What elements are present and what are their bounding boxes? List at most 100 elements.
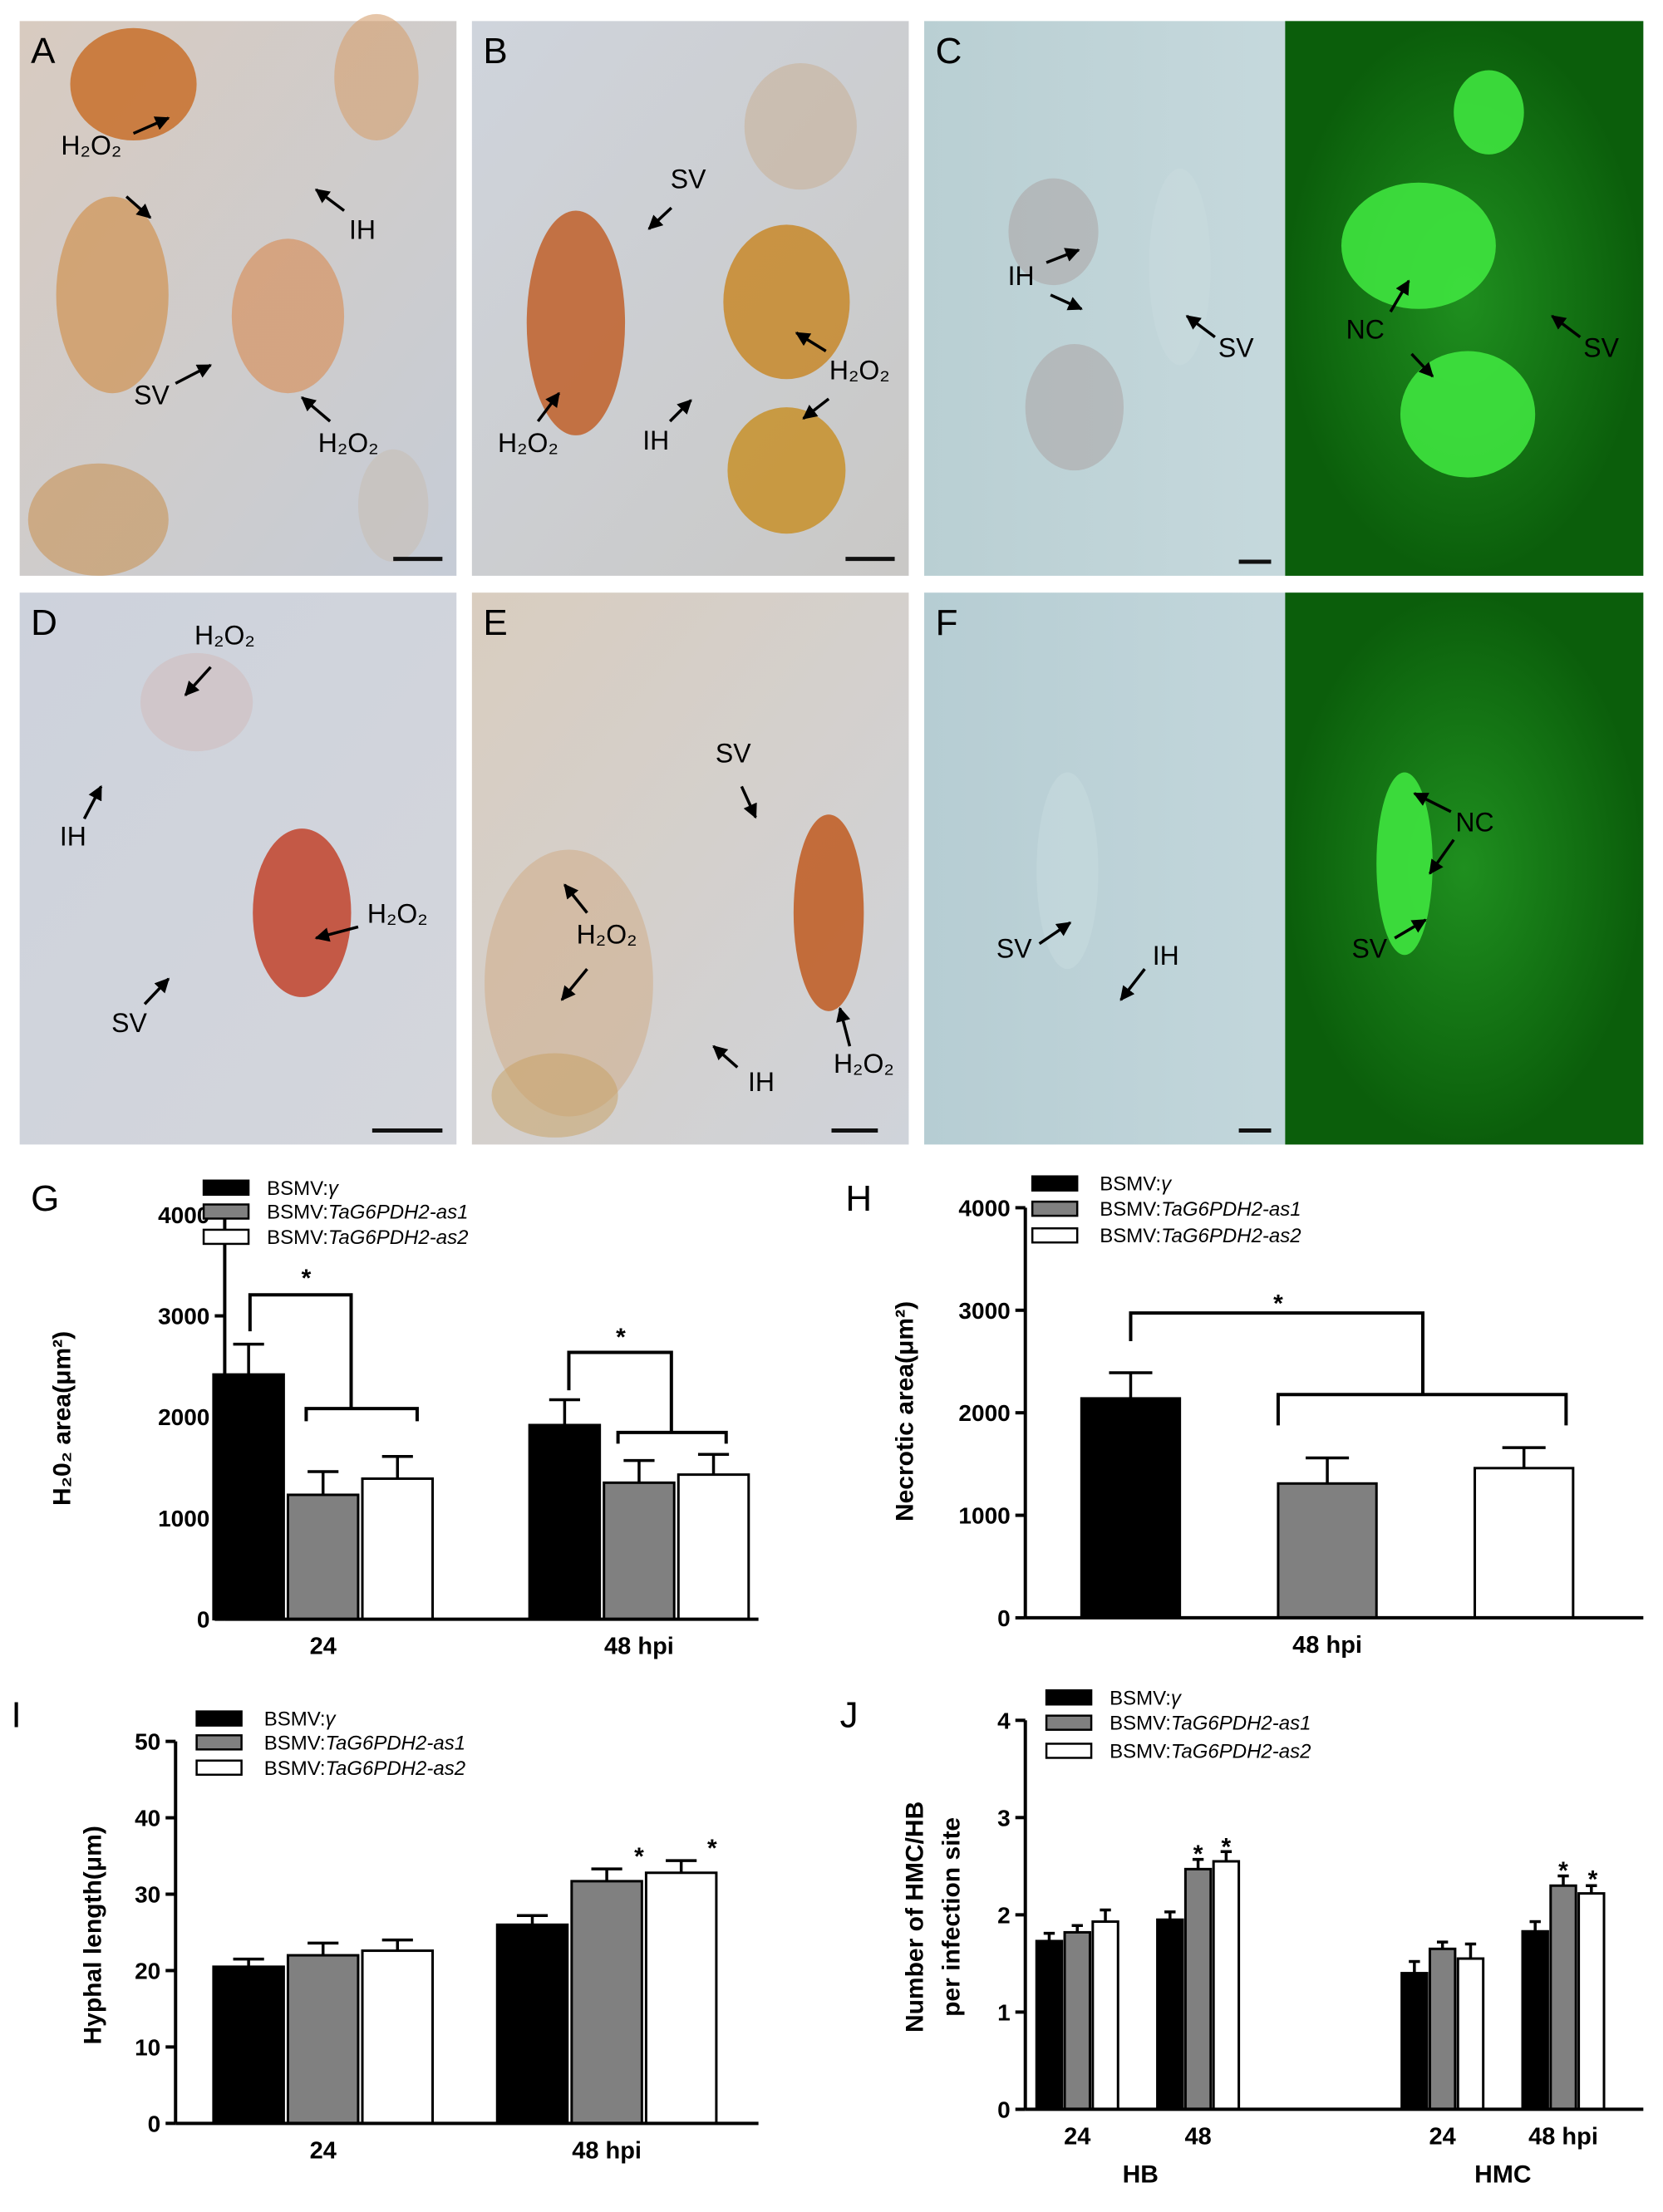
arrow xyxy=(175,363,213,385)
y-tick-label: 4000 xyxy=(958,1195,1010,1221)
bar xyxy=(1474,1467,1575,1620)
structure-label: H₂O₂ xyxy=(834,1049,894,1079)
bar xyxy=(361,1477,435,1621)
stained-region xyxy=(727,407,846,534)
structure-label: SV xyxy=(134,381,170,410)
legend-swatch xyxy=(195,1734,243,1751)
significance-bracket xyxy=(616,1430,728,1444)
stained-region xyxy=(744,63,857,190)
legend-label: BSMV:TaG6PDH2-as2 xyxy=(264,1757,465,1780)
stained-region xyxy=(253,828,352,997)
y-tick-label: 40 xyxy=(135,1806,160,1831)
significance-bracket xyxy=(567,1350,673,1433)
bar xyxy=(1521,1929,1549,2111)
legend-swatch xyxy=(1031,1200,1079,1217)
legend-label: BSMV:TaG6PDH2-as2 xyxy=(1109,1740,1311,1762)
bar xyxy=(1400,1972,1429,2111)
structure-label: IH xyxy=(1153,941,1179,971)
y-tick-label: 50 xyxy=(135,1729,160,1755)
legend-swatch xyxy=(1031,1175,1079,1192)
structure-label: IH xyxy=(748,1067,775,1097)
arrow xyxy=(668,399,692,423)
arrow xyxy=(1410,352,1434,378)
x-tick-label: 48 hpi xyxy=(572,2137,642,2164)
stained-region xyxy=(526,210,626,435)
significance-mark: * xyxy=(634,1843,644,1870)
micrograph xyxy=(19,592,457,1145)
structure-label: H₂O₂ xyxy=(194,621,255,651)
stained-region xyxy=(485,849,653,1117)
bar xyxy=(1577,1892,1606,2111)
arrow xyxy=(143,977,170,1005)
legend-swatch xyxy=(202,1203,250,1220)
arrow xyxy=(1046,248,1080,264)
stained-region xyxy=(723,224,850,380)
significance-bracket xyxy=(1276,1393,1568,1426)
y-tick-label: 4000 xyxy=(158,1202,209,1228)
significance-bracket xyxy=(248,1293,353,1409)
y-tick-label: 4 xyxy=(997,1708,1011,1733)
structure-label: H₂O₂ xyxy=(498,428,558,458)
structure-label: SV xyxy=(1583,332,1619,362)
y-tick-label: 3000 xyxy=(158,1304,209,1330)
legend-swatch xyxy=(1045,1689,1093,1706)
y-tick-label: 0 xyxy=(997,1605,1011,1631)
significance-mark: * xyxy=(302,1265,312,1292)
y-tick-label: 10 xyxy=(135,2034,160,2060)
y-tick-label: 20 xyxy=(135,1958,160,1983)
significance-mark: * xyxy=(616,1324,626,1351)
stained-region xyxy=(1149,168,1211,366)
fluorescent-cell xyxy=(1400,351,1536,478)
x-tick-label: 48 hpi xyxy=(1528,2123,1598,2150)
fluorescent-cell xyxy=(1454,70,1524,155)
x-tick-label: 24 xyxy=(1064,2123,1090,2150)
structure-label: SV xyxy=(1218,332,1254,362)
arrow xyxy=(1394,918,1427,940)
arrow xyxy=(1185,314,1216,339)
panel-letter: F xyxy=(936,602,958,643)
bar xyxy=(603,1481,676,1621)
panel-letter: E xyxy=(483,602,507,643)
stained-region xyxy=(231,238,345,394)
bar xyxy=(1456,1957,1485,2111)
bar xyxy=(1183,1867,1213,2111)
structure-label: IH xyxy=(642,425,669,455)
structure-label: SV xyxy=(1351,934,1387,964)
y-axis-label: Hyphal length(μm) xyxy=(80,1826,107,2044)
y-tick-label: 1000 xyxy=(958,1503,1010,1529)
bar xyxy=(1156,1918,1184,2111)
y-axis-label: Necrotic area(μm²) xyxy=(892,1301,919,1521)
x-tick-label: 48 hpi xyxy=(604,1634,674,1660)
arrow xyxy=(301,396,332,423)
bar xyxy=(1080,1397,1182,1620)
bar xyxy=(677,1473,750,1621)
arrow xyxy=(802,397,830,420)
bar xyxy=(212,1965,285,2125)
structure-label: NC xyxy=(1455,808,1493,838)
significance-mark: * xyxy=(1558,1857,1568,1885)
y-axis-label: per infection site xyxy=(937,1817,965,2017)
group-label: HB xyxy=(1123,2160,1159,2188)
arrow xyxy=(314,925,359,942)
arrow xyxy=(795,332,827,352)
panel-letter: G xyxy=(31,1178,59,1219)
arrow xyxy=(314,188,346,212)
panel-letter: I xyxy=(12,1695,22,1736)
legend-swatch xyxy=(1031,1226,1079,1244)
y-tick-label: 1000 xyxy=(158,1506,209,1531)
y-tick-label: 2 xyxy=(997,1902,1011,1928)
arrow xyxy=(560,968,588,1001)
arrow xyxy=(1038,921,1072,946)
arrow xyxy=(125,195,152,219)
arrow xyxy=(563,883,588,914)
bar xyxy=(1428,1947,1457,2111)
stained-region xyxy=(1025,344,1124,471)
stained-region xyxy=(70,27,197,141)
arrow xyxy=(1413,792,1452,814)
legend-label: BSMV:γ xyxy=(1100,1173,1173,1196)
significance-mark: * xyxy=(1588,1865,1598,1893)
legend-swatch xyxy=(1045,1743,1093,1759)
y-tick-label: 3000 xyxy=(958,1298,1010,1324)
